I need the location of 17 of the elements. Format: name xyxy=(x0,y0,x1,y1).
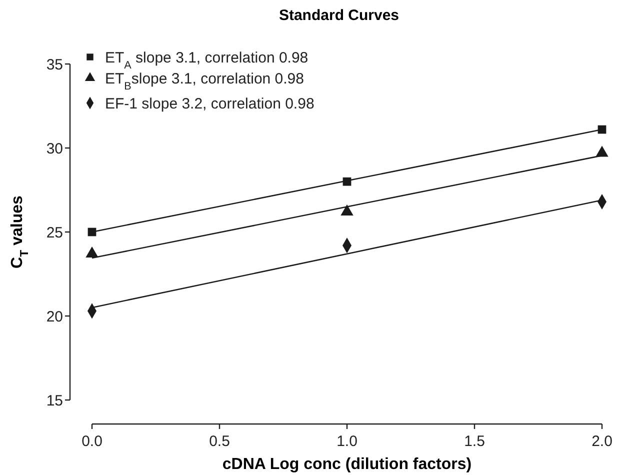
y-tick-label: 30 xyxy=(46,140,63,158)
y-tick-label: 25 xyxy=(46,224,63,242)
x-axis-title: cDNA Log conc (dilution factors) xyxy=(222,456,472,473)
y-tick-label: 15 xyxy=(46,392,63,410)
legend-label: EF-1 slope 3.2, correlation 0.98 xyxy=(105,95,314,112)
y-tick-label: 20 xyxy=(46,308,63,326)
x-tick-label: 1.5 xyxy=(464,433,485,450)
x-tick-label: 2.0 xyxy=(592,433,612,450)
chart-title: Standard Curves xyxy=(278,7,400,24)
point xyxy=(86,246,98,258)
x-tick-label: 1.0 xyxy=(336,433,358,450)
x-tick-label: 0.5 xyxy=(209,433,230,450)
legend-label: ET$_{A}$ slope 3.1, correlation 0.98 xyxy=(105,49,308,72)
y-tick-label: 35 xyxy=(46,56,63,74)
x-tick-label: 0.0 xyxy=(82,433,102,450)
point xyxy=(340,204,354,216)
legend-label: ET$_{B}$slope 3.1, correlation 0.98 xyxy=(105,70,304,92)
